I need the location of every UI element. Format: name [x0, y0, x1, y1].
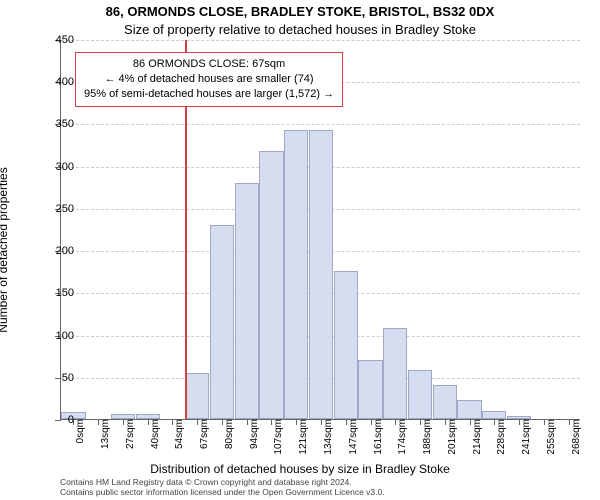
x-tick	[346, 419, 347, 425]
x-tick	[519, 419, 520, 425]
histogram-bar	[433, 385, 457, 419]
histogram-bar	[284, 130, 308, 419]
chart-subtitle: Size of property relative to detached ho…	[0, 22, 600, 37]
histogram-bar	[185, 373, 209, 419]
x-tick-label: 40sqm	[150, 419, 161, 449]
x-tick-label: 0sqm	[75, 419, 86, 443]
x-tick	[247, 419, 248, 425]
y-tick-label: 350	[44, 118, 74, 130]
x-tick-label: 80sqm	[224, 419, 235, 449]
histogram-bar	[309, 130, 333, 419]
y-tick-label: 250	[44, 203, 74, 215]
chart-container: 86, ORMONDS CLOSE, BRADLEY STOKE, BRISTO…	[0, 0, 600, 500]
x-tick-label: 94sqm	[249, 419, 260, 449]
grid-line	[61, 124, 580, 125]
x-tick-label: 54sqm	[174, 419, 185, 449]
x-tick	[544, 419, 545, 425]
x-tick	[148, 419, 149, 425]
x-tick-label: 13sqm	[100, 419, 111, 449]
y-tick-label: 100	[44, 330, 74, 342]
credits: Contains HM Land Registry data © Crown c…	[60, 478, 385, 498]
x-tick-label: 188sqm	[422, 419, 433, 455]
x-tick-label: 121sqm	[298, 419, 309, 455]
credits-line2: Contains public sector information licen…	[60, 488, 385, 498]
y-axis-label: Number of detached properties	[0, 167, 10, 332]
histogram-bar	[235, 183, 259, 419]
histogram-bar	[457, 400, 481, 419]
x-tick	[420, 419, 421, 425]
x-tick	[470, 419, 471, 425]
x-tick	[445, 419, 446, 425]
property-info-box: 86 ORMONDS CLOSE: 67sqm ← 4% of detached…	[75, 52, 343, 107]
x-tick-label: 147sqm	[348, 419, 359, 455]
x-tick-label: 241sqm	[521, 419, 532, 455]
histogram-bar	[334, 271, 358, 419]
x-tick-label: 161sqm	[373, 419, 384, 455]
x-tick	[222, 419, 223, 425]
x-tick-label: 268sqm	[571, 419, 582, 455]
x-tick	[371, 419, 372, 425]
x-tick-label: 27sqm	[125, 419, 136, 449]
x-tick-label: 67sqm	[199, 419, 210, 449]
y-tick-label: 300	[44, 161, 74, 173]
histogram-bar	[482, 411, 506, 419]
x-tick-label: 107sqm	[273, 419, 284, 455]
x-tick-label: 228sqm	[496, 419, 507, 455]
x-tick-label: 214sqm	[472, 419, 483, 455]
x-tick-label: 174sqm	[397, 419, 408, 455]
chart-title-address: 86, ORMONDS CLOSE, BRADLEY STOKE, BRISTO…	[0, 4, 600, 19]
x-axis-label: Distribution of detached houses by size …	[0, 462, 600, 476]
y-tick-label: 400	[44, 76, 74, 88]
y-tick-label: 50	[44, 372, 74, 384]
y-tick-label: 150	[44, 287, 74, 299]
x-tick-label: 201sqm	[447, 419, 458, 455]
x-tick-label: 255sqm	[546, 419, 557, 455]
info-box-property: 86 ORMONDS CLOSE: 67sqm	[84, 57, 334, 72]
info-box-larger: 95% of semi-detached houses are larger (…	[84, 87, 334, 102]
x-tick	[123, 419, 124, 425]
histogram-bar	[259, 151, 283, 419]
histogram-bar	[358, 360, 382, 419]
y-tick-label: 450	[44, 34, 74, 46]
y-tick-label: 200	[44, 245, 74, 257]
info-box-smaller: ← 4% of detached houses are smaller (74)	[84, 72, 334, 87]
x-tick-label: 134sqm	[323, 419, 334, 455]
grid-line	[61, 40, 580, 41]
x-tick	[98, 419, 99, 425]
histogram-bar	[210, 225, 234, 419]
y-tick-label: 0	[44, 414, 74, 426]
histogram-bar	[383, 328, 407, 419]
histogram-bar	[408, 370, 432, 419]
x-tick	[569, 419, 570, 425]
x-tick	[321, 419, 322, 425]
